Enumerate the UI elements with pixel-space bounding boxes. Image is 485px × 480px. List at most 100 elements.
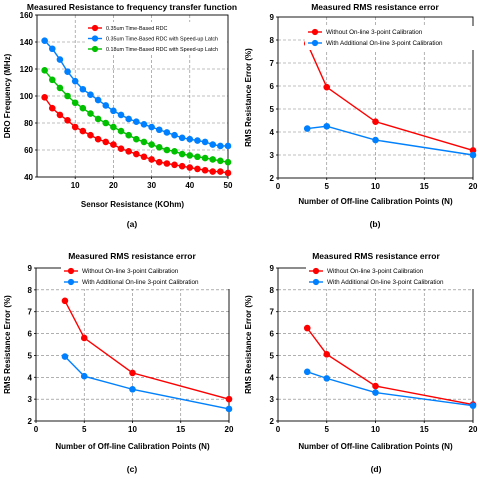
y-axis-label: RMS Resistance Error (%) [244, 48, 253, 147]
legend-swatch-marker [311, 28, 319, 36]
data-point [102, 138, 110, 146]
data-point [194, 153, 201, 161]
data-point [48, 45, 56, 53]
data-point [56, 111, 64, 119]
x-tick-label: 50 [224, 181, 233, 190]
data-point [171, 148, 178, 155]
legend-entry: 0.18um Time-Based RDC with Speed-up Latc… [106, 47, 218, 53]
y-tick-label: 9 [270, 13, 275, 22]
data-point [110, 107, 117, 115]
data-point [225, 395, 233, 403]
panel-caption: (a) [127, 219, 138, 229]
x-tick-label: 10 [371, 425, 380, 434]
y-axis-label: DRO Frequency (MHz) [3, 53, 12, 138]
legend-entry: Without On-line 3-point Calibration [326, 29, 423, 36]
y-axis-label: RMS Resistance Error (%) [3, 295, 12, 394]
y-tick-label: 8 [28, 286, 33, 295]
data-point [102, 119, 110, 127]
data-point [469, 147, 477, 154]
data-point [110, 141, 117, 148]
y-tick-label: 4 [270, 373, 275, 382]
legend-swatch-marker [67, 267, 75, 275]
data-point [155, 144, 163, 151]
data-point [323, 375, 331, 382]
y-tick-label: 7 [270, 59, 275, 68]
data-point [87, 110, 94, 117]
series-line-1 [306, 43, 474, 152]
x-tick-label: 20 [469, 182, 478, 191]
legend-box [306, 265, 476, 289]
legend-entry: With Additional On-line 3-point Calibrat… [326, 40, 443, 47]
y-tick-label: 7 [28, 308, 33, 317]
data-point [133, 118, 140, 125]
data-point [133, 150, 140, 158]
series-line-1 [306, 327, 474, 406]
series-line-2 [64, 356, 230, 410]
y-tick-label: 6 [270, 330, 275, 339]
x-tick-label: 0 [276, 425, 281, 434]
data-point [41, 37, 48, 44]
data-point [201, 154, 209, 162]
y-tick-label: 5 [270, 351, 275, 360]
series-line-2 [307, 371, 474, 407]
data-point [209, 156, 217, 163]
data-point [469, 151, 477, 159]
chart-title: Measured RMS resistance error [68, 251, 196, 261]
data-point [224, 158, 232, 166]
data-point [80, 372, 88, 380]
data-point [209, 168, 217, 175]
x-axis-label: Number of Off-line Calibration Points (N… [55, 442, 210, 451]
data-point [186, 135, 194, 143]
x-axis-label: Number of Off-line Calibration Points (N… [298, 197, 453, 206]
data-point [217, 157, 224, 165]
data-point [372, 136, 379, 144]
data-point [71, 123, 79, 131]
chart-panel-c: 2 3 4 5 6 7 8 9 0 5 10 15 20 Measured RMS resistance … [3, 251, 234, 474]
data-point [56, 84, 64, 92]
data-point [79, 127, 87, 135]
x-tick-label: 15 [176, 425, 185, 434]
data-point [225, 405, 233, 413]
data-point [117, 127, 125, 135]
data-point [140, 138, 148, 146]
legend-swatch-marker [91, 45, 99, 53]
y-tick-label: 80 [24, 119, 33, 128]
x-tick-label: 5 [325, 425, 330, 434]
data-point [194, 137, 201, 144]
legend-swatch-marker [312, 278, 320, 286]
data-point [178, 134, 186, 142]
x-tick-label: 30 [147, 181, 156, 190]
data-point [129, 369, 136, 377]
data-point [323, 351, 331, 358]
data-point [148, 123, 155, 131]
legend-swatch-marker [91, 35, 99, 42]
legend-entry: 0.35um Time-Based RDC [106, 26, 168, 32]
data-point [125, 115, 132, 123]
data-point [80, 334, 88, 342]
data-point [372, 118, 379, 125]
data-point [71, 77, 79, 85]
data-point [148, 156, 155, 163]
data-point [323, 122, 331, 130]
x-tick-label: 15 [420, 182, 429, 191]
data-point [224, 142, 232, 150]
y-tick-label: 8 [270, 36, 275, 45]
panel-caption: (c) [127, 464, 138, 474]
data-point [125, 148, 132, 155]
data-point [163, 160, 171, 167]
data-point [140, 153, 148, 161]
x-tick-label: 5 [325, 182, 330, 191]
data-point [110, 123, 117, 131]
data-point [94, 96, 102, 104]
data-point [303, 368, 311, 376]
data-point [323, 83, 331, 91]
y-tick-label: 3 [270, 395, 275, 404]
data-point [94, 135, 102, 143]
y-tick-label: 160 [20, 11, 34, 20]
data-point [171, 161, 178, 169]
y-tick-label: 100 [20, 92, 34, 101]
y-tick-label: 3 [28, 395, 33, 404]
legend-swatch-marker [312, 267, 320, 275]
data-point [186, 152, 194, 159]
